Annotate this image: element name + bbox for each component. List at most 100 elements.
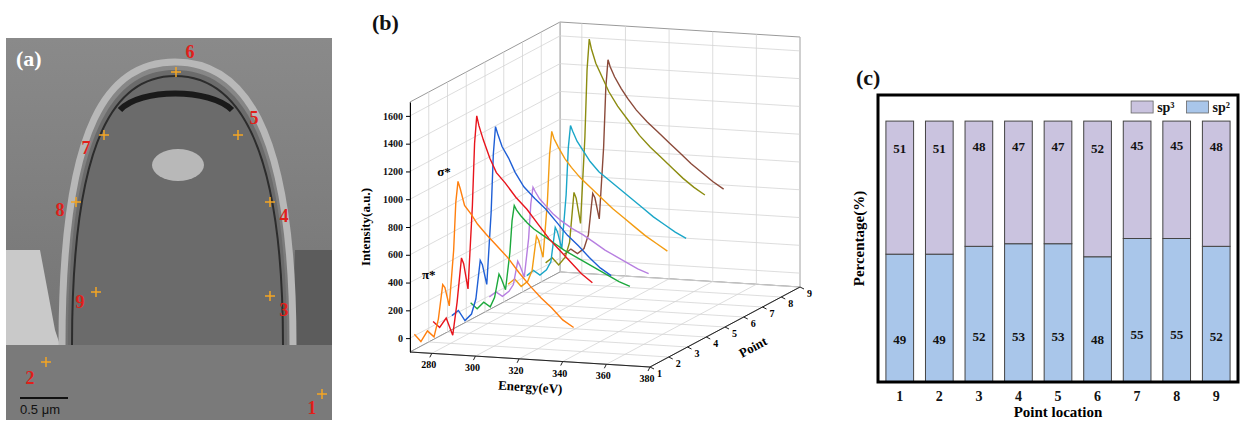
x-tick-mark	[473, 356, 475, 360]
point-marker	[99, 130, 109, 140]
y-axis-title: Intensity(a.u.)	[358, 188, 373, 266]
bar-segment	[1163, 121, 1191, 238]
spectrum-line	[564, 60, 723, 254]
y-tick-label: 0	[398, 333, 403, 344]
arch-shell	[62, 62, 293, 345]
x-tick: 3	[975, 382, 982, 404]
arch-edge	[72, 76, 283, 345]
grid-line	[560, 22, 561, 272]
marker-arm	[175, 67, 177, 77]
data-label: 47	[1012, 139, 1026, 154]
y-axis: 02004006008001000120014001600	[383, 103, 411, 353]
x-tick-mark	[648, 367, 650, 371]
y-tick: 0	[398, 333, 410, 344]
data-label: 48	[1091, 332, 1105, 347]
x-tick-label: 320	[509, 365, 524, 376]
grid-line	[560, 175, 800, 190]
x-tick-label: 300	[465, 362, 480, 373]
z-axis-line	[650, 287, 800, 367]
x-tick: 1	[896, 382, 903, 404]
y-tick: 200	[388, 305, 410, 316]
y-tick-label: 800	[388, 222, 403, 233]
grid-line	[448, 332, 688, 347]
point-label: 1	[308, 398, 317, 418]
figure: 1234567890.5 μm(a)0200400600800100012001…	[0, 0, 1246, 423]
point-marker	[91, 287, 101, 297]
x-tick-mark	[561, 362, 563, 366]
z-tick-label: 7	[770, 308, 775, 319]
annotation: π*	[422, 267, 436, 282]
spectrum-line	[546, 39, 705, 265]
data-label: 48	[1210, 139, 1224, 154]
grid	[410, 22, 800, 367]
bar-segment	[1044, 121, 1072, 244]
legend-label: sp³	[1157, 100, 1174, 115]
y-tick-label: 400	[388, 277, 403, 288]
bar-segment	[1044, 244, 1072, 382]
point-marker	[71, 197, 81, 207]
data-label: 52	[1091, 141, 1104, 156]
x-tick-label: 4	[1015, 389, 1022, 404]
marker-arm	[95, 287, 97, 297]
x-tick-label: 2	[936, 389, 943, 404]
legend-label: sp²	[1213, 100, 1230, 115]
point-label: 4	[280, 206, 289, 226]
y-axis-title: Percentage(%)	[851, 191, 868, 287]
bar-segment	[886, 121, 914, 254]
substrate-base	[6, 345, 332, 420]
z-axis: 123456789Point	[650, 287, 812, 379]
x-tick: 4	[1015, 382, 1022, 404]
panel-b: 0200400600800100012001400160028030032034…	[358, 10, 812, 396]
grid-line	[560, 272, 800, 287]
point-label: 2	[26, 368, 35, 388]
bar-segment	[1084, 121, 1112, 257]
data-label: 53	[1052, 329, 1066, 344]
panel-a: 1234567890.5 μm(a)	[6, 38, 332, 420]
y-tick-mark	[406, 283, 410, 284]
grid-line	[503, 52, 504, 302]
grid-line	[428, 92, 429, 342]
x-tick: 5	[1055, 382, 1062, 404]
x-tick-label: 280	[421, 359, 436, 370]
spectrum-line	[433, 116, 592, 335]
panel-letter: (c)	[856, 65, 880, 90]
data-label: 53	[1012, 329, 1026, 344]
y-tick-mark	[406, 310, 410, 311]
z-tick-mark	[688, 347, 692, 349]
spectrum-line	[414, 181, 573, 341]
z-tick-label: 1	[657, 368, 662, 379]
panel-letter: (b)	[372, 10, 399, 35]
data-label: 55	[1131, 327, 1145, 342]
x-axis-title: Point location	[1014, 404, 1103, 420]
y-tick-label: 1400	[383, 138, 403, 149]
x-tick-label: 1	[896, 389, 903, 404]
y-tick-mark	[406, 255, 410, 256]
scale-bar-label: 0.5 μm	[20, 402, 60, 417]
data-labels: 494952535348555552515148474752454548	[893, 138, 1223, 348]
grid-line	[560, 64, 800, 79]
legend-swatch	[1131, 101, 1153, 113]
scale-bar	[20, 397, 68, 399]
spectrum-line	[452, 127, 611, 321]
marker-arm	[321, 389, 323, 399]
point-label: 5	[250, 108, 259, 128]
data-label: 49	[893, 332, 907, 347]
y-tick: 1600	[383, 111, 410, 122]
z-tick-mark	[669, 357, 673, 359]
z-tick-mark	[650, 367, 654, 369]
bar-segment	[1084, 257, 1112, 382]
y-tick-label: 200	[388, 305, 403, 316]
marker-arm	[75, 197, 77, 207]
y-axis-line	[410, 103, 411, 353]
x-tick-mark	[604, 364, 606, 368]
marker-arm	[103, 130, 105, 140]
y-tick-label: 600	[388, 249, 403, 260]
y-tick-label: 1600	[383, 111, 403, 122]
panel-c: 4949525353485555525151484747524545481234…	[851, 65, 1239, 420]
grid-line	[560, 147, 800, 162]
point-marker	[265, 291, 275, 301]
x-tick-mark	[517, 359, 519, 363]
x-tick-label: 6	[1094, 389, 1101, 404]
legend: sp³ sp²	[1131, 100, 1230, 115]
y-tick-mark	[406, 199, 410, 200]
